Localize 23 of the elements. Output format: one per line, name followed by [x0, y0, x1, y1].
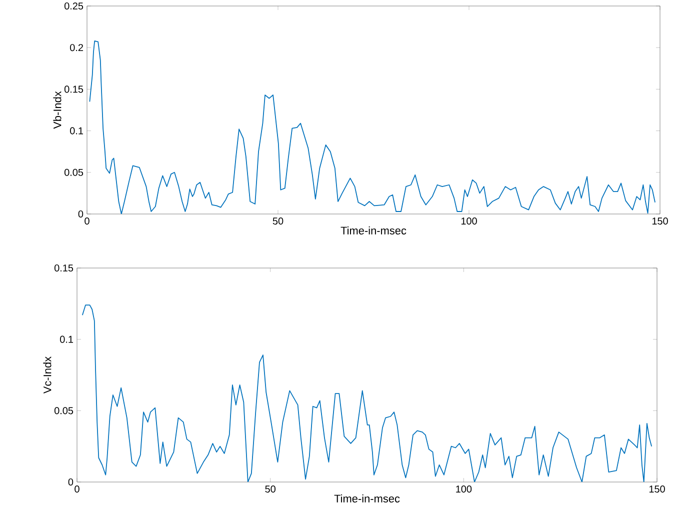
y-tick-label: 0.2	[70, 44, 83, 52]
y-tick-label: 0	[78, 210, 84, 218]
x-tick-label: 100	[456, 486, 472, 493]
x-tick-label: 50	[272, 218, 284, 225]
x-axis-title: Time-in-msec	[340, 226, 406, 234]
y-tick-label: 0.15	[64, 86, 84, 93]
y-axis-title: Vc-Indx	[43, 356, 52, 394]
line-series	[82, 304, 652, 482]
y-tick-label: 0.05	[64, 168, 84, 176]
y-tick-label: 0.1	[60, 336, 74, 343]
x-tick-label: 150	[652, 218, 668, 225]
line-series	[89, 40, 656, 214]
x-tick-label: 150	[649, 486, 665, 493]
x-tick-label: 0	[84, 218, 90, 225]
y-tick-label: 0.1	[70, 127, 84, 134]
y-tick-label: 0	[68, 478, 74, 486]
y-axis-title: Vb-Indx	[53, 91, 62, 129]
y-tick-label: 0.25	[64, 2, 84, 10]
x-tick-label: 50	[265, 486, 276, 493]
y-tick-label: 0.15	[54, 264, 74, 272]
x-axis-title: Time-in-msec	[334, 494, 400, 502]
x-tick-label: 100	[461, 218, 477, 225]
y-tick-label: 0.05	[54, 407, 74, 414]
